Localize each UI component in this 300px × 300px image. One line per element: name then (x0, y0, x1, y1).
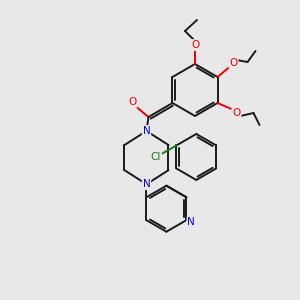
Text: Cl: Cl (150, 152, 161, 162)
Text: N: N (142, 126, 150, 136)
Text: N: N (142, 179, 150, 189)
Text: O: O (230, 58, 238, 68)
Text: O: O (232, 108, 241, 118)
Text: O: O (128, 97, 136, 107)
Text: N: N (188, 217, 195, 227)
Text: O: O (191, 40, 199, 50)
